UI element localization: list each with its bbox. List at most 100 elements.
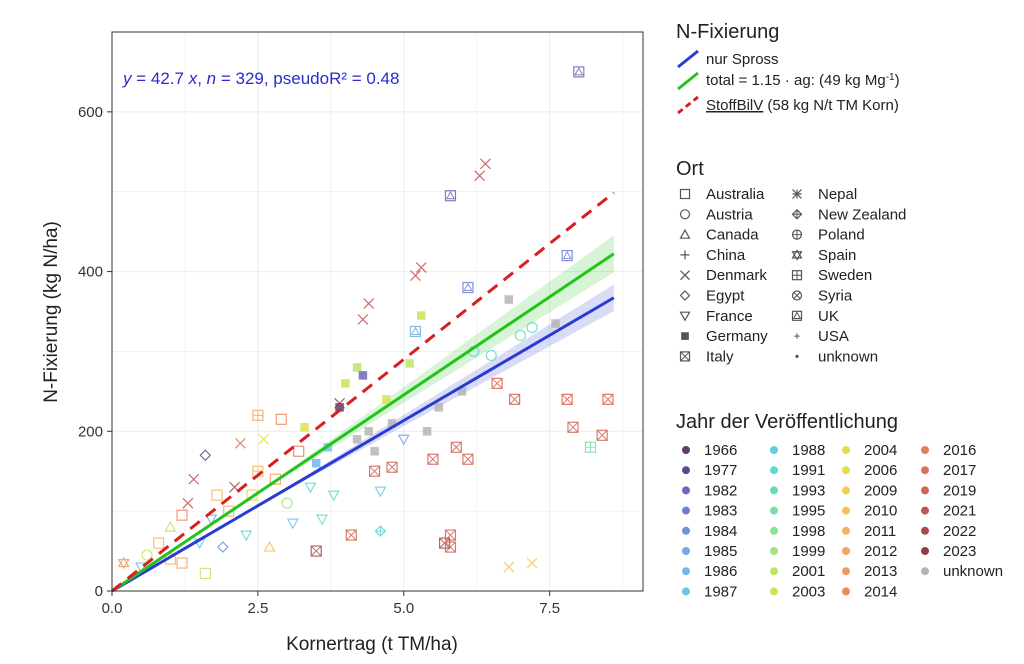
point-marker-detail [602,393,614,405]
point-marker-detail [567,421,579,433]
legend-ort-key [679,209,691,220]
point-marker-detail [117,558,130,570]
data-point [357,314,369,325]
point-marker-detail [445,541,456,553]
data-point [364,427,373,436]
legend-jahr-title: Jahr der Veröffentlichung [676,411,898,433]
legend-ort-key [680,250,690,260]
data-point [374,486,387,498]
legend-item-label: total = 1.15 · ag: (49 kg Mg-1) [706,72,900,90]
legend-jahr-swatch [770,506,778,515]
data-point [211,489,223,501]
legend-jahr-swatch [842,466,850,475]
point-marker [474,170,486,182]
point-marker [444,541,457,553]
legend-jahr-label: 1993 [792,482,825,499]
point-marker [263,540,276,552]
legend-ort-label: Poland [818,227,865,244]
legend-ort-key [791,270,803,281]
data-point [316,514,329,526]
data-point [304,482,317,494]
point-marker-detail [792,230,802,240]
legend-ort-label: USA [818,328,849,345]
point-marker-detail [410,326,421,335]
point-marker-detail [463,282,473,292]
data-point [450,441,462,453]
point-marker [310,545,322,557]
legend-jahr: Jahr der Veröffentlichung 1966 1977 1982 19… [676,411,1003,600]
point-marker [791,290,803,301]
x-tick-label: 5.0 [393,600,414,617]
data-point [434,403,444,412]
data-point [514,329,527,342]
legend-jahr-label: 2016 [943,442,976,459]
data-point [358,371,368,380]
point-marker [300,423,309,432]
legend-jahr-label: 1998 [792,523,825,540]
point-marker [551,319,560,328]
point-marker [457,387,467,396]
point-marker [561,393,573,405]
legend-jahr-swatch [770,547,778,555]
legend-jahr-label: unknown [943,563,1003,580]
legend-jahr-swatch [770,567,778,576]
point-marker-detail [345,529,357,541]
point-marker [503,561,515,573]
data-point [341,379,350,388]
point-marker [357,314,369,325]
point-marker [316,514,329,526]
data-point [596,429,608,441]
legend-line-key [677,95,699,115]
data-point [252,409,264,421]
legend-ort-label: UK [818,308,839,325]
point-marker [679,351,691,362]
legend-ort-label: New Zealand [818,206,906,223]
data-point [199,449,212,462]
data-point [485,349,497,362]
legend-ort-key [679,188,691,200]
legend-jahr-label: 2017 [943,462,976,479]
y-axis-ticks: 0 200 400 600 [78,104,112,600]
data-point [474,170,486,182]
point-marker [223,505,235,517]
legend-jahr-swatch [921,526,929,535]
legend-ort-label: Sweden [818,267,872,284]
data-point [310,545,322,557]
data-point [422,427,432,436]
point-marker [188,473,200,485]
point-marker [386,461,398,473]
point-marker-detail [585,442,596,453]
legend-jahr-swatch [842,526,850,535]
data-point [334,397,345,409]
point-marker [176,557,188,569]
legend-ort-title: Ort [676,158,704,180]
regression-line [111,191,615,593]
legend-jahr-label: 1977 [704,462,737,479]
legend-ort-key [791,249,803,261]
data-point [234,437,246,449]
legend-jahr-label: 2004 [864,442,897,459]
point-marker [240,530,253,542]
legend-ort-label: Canada [706,227,759,244]
point-marker [573,66,585,78]
data-point [352,435,362,444]
data-point [417,311,426,320]
data-point [397,434,410,446]
data-point [410,270,421,281]
point-marker [352,363,362,372]
point-marker [293,445,305,457]
point-marker-detail [445,529,456,541]
data-point [368,465,381,477]
point-marker [327,490,340,502]
regression-line [111,296,615,593]
point-marker-detail [791,251,803,261]
legend-ort-label: Spain [818,247,856,264]
legend-jahr-swatch [921,446,929,454]
legend-jahr-label: 2014 [864,583,897,600]
legend-jahr-swatch [921,486,929,495]
point-marker [514,329,527,342]
point-marker [281,497,293,509]
point-marker [462,453,474,465]
legend-ort-label: France [706,308,753,325]
